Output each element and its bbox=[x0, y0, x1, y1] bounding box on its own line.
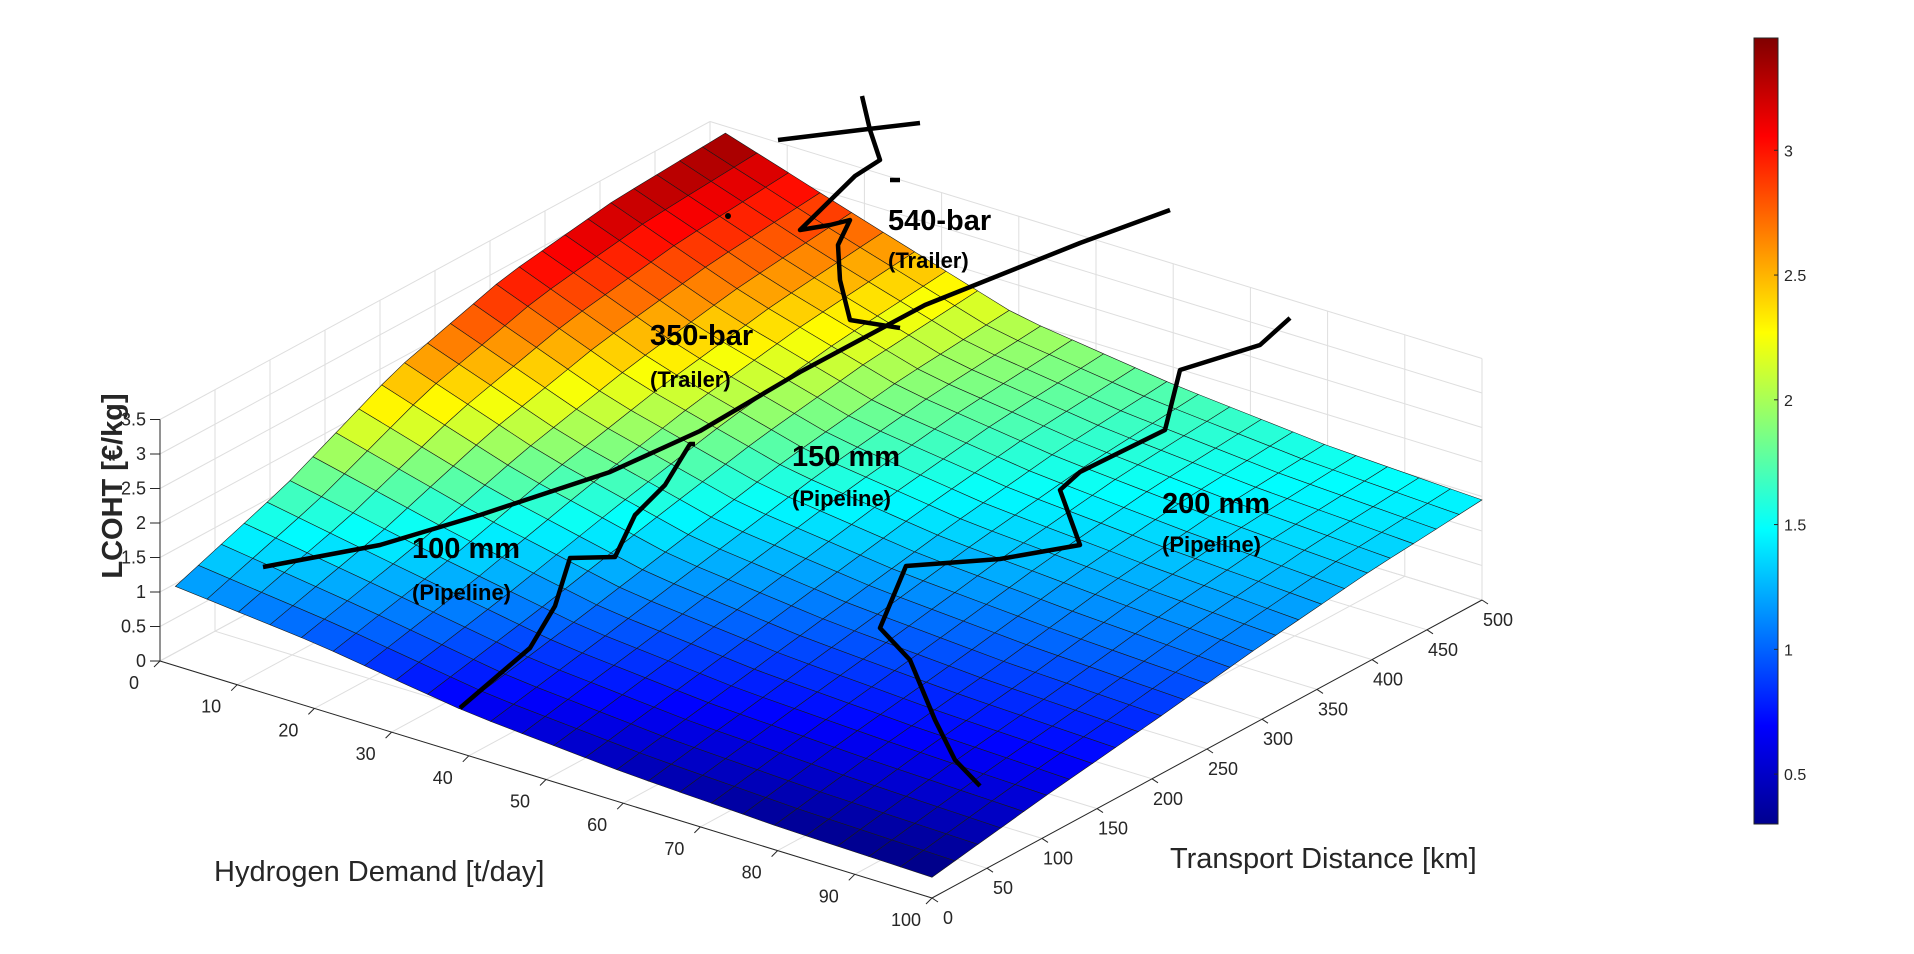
x-tick-mark bbox=[1151, 778, 1159, 784]
surface-mesh bbox=[174, 132, 1483, 878]
x-tick-label: 50 bbox=[993, 878, 1013, 898]
wall-grid-line bbox=[709, 121, 1483, 359]
y-tick-label: 80 bbox=[742, 863, 762, 883]
y-tick-label: 50 bbox=[510, 792, 530, 812]
z-tick-label: 0 bbox=[136, 651, 146, 671]
y-tick-mark bbox=[616, 802, 624, 810]
x-tick-mark bbox=[1316, 688, 1324, 694]
x-tick-mark bbox=[1206, 748, 1214, 754]
z-tick-label: 0.5 bbox=[121, 617, 146, 637]
x-tick-mark bbox=[1481, 599, 1489, 605]
colorbar-ticks: 0.5 1 1.5 2 2.5 3 bbox=[1774, 143, 1806, 784]
y-tick-label: 0 bbox=[129, 673, 139, 693]
y-tick-mark bbox=[462, 755, 470, 763]
boundary-line bbox=[458, 441, 695, 710]
z-tick-label: 3.5 bbox=[121, 410, 146, 430]
region-sublabel-150mm: (Pipeline) bbox=[792, 486, 891, 511]
y-tick-label: 100 bbox=[891, 910, 921, 930]
x-tick-mark bbox=[1041, 837, 1049, 843]
region-label-200mm: 200 mm bbox=[1162, 488, 1270, 520]
region-sublabel-100mm: (Pipeline) bbox=[412, 580, 511, 605]
x-tick-mark bbox=[1096, 808, 1104, 814]
region-label-100mm: 100 mm bbox=[412, 533, 520, 565]
z-tick-label: 1 bbox=[136, 582, 146, 602]
colorbar: 0.5 1 1.5 2 2.5 3 bbox=[1753, 37, 1806, 825]
colorbar-tick-label: 1.5 bbox=[1784, 518, 1806, 535]
x-tick-mark bbox=[1261, 718, 1269, 724]
wall-grid-line bbox=[159, 121, 711, 420]
x-tick-label: 200 bbox=[1153, 789, 1183, 809]
y-tick-label: 30 bbox=[356, 744, 376, 764]
boundary-line bbox=[797, 95, 901, 331]
y-tick-mark bbox=[308, 708, 315, 715]
boundary-line bbox=[262, 207, 1171, 570]
z-tick-label: 1.5 bbox=[121, 548, 146, 568]
region-boundaries bbox=[262, 95, 1292, 788]
z-axis-title: LCOHT [€/kg] bbox=[97, 393, 129, 578]
y-tick-label: 70 bbox=[664, 839, 684, 859]
y-tick-mark bbox=[771, 850, 778, 857]
y-tick-mark bbox=[694, 826, 701, 834]
x-tick-label: 450 bbox=[1428, 640, 1458, 660]
x-tick-mark bbox=[1371, 659, 1379, 665]
y-tick-mark bbox=[385, 731, 392, 739]
x-axis-title: Transport Distance [km] bbox=[1170, 843, 1477, 875]
x-tick-label: 250 bbox=[1208, 759, 1238, 779]
z-tick-label: 2.5 bbox=[121, 479, 146, 499]
y-tick-mark bbox=[925, 897, 933, 905]
colorbar-tick-label: 3 bbox=[1784, 143, 1793, 160]
x-tick-label: 0 bbox=[943, 908, 953, 928]
y-axis-title: Hydrogen Demand [t/day] bbox=[214, 856, 544, 888]
region-sublabel-200mm: (Pipeline) bbox=[1162, 532, 1261, 557]
colorbar-tick-label: 2.5 bbox=[1784, 268, 1806, 285]
axis-ticks: 0 0.5 1 1.5 2 2.5 3 3.5 0 10 20 30 40 50 60 70 80 90 100 0 5… bbox=[121, 410, 1513, 931]
boundary-line bbox=[777, 120, 921, 143]
region-sublabel-350bar: (Trailer) bbox=[650, 367, 731, 392]
wall-grid-line bbox=[709, 155, 1483, 394]
y-tick-label: 40 bbox=[433, 768, 453, 788]
boundary-line bbox=[877, 316, 1292, 788]
region-label-150mm: 150 mm bbox=[792, 441, 900, 473]
y-tick-label: 60 bbox=[587, 815, 607, 835]
y-tick-mark bbox=[539, 779, 547, 786]
x-tick-label: 100 bbox=[1043, 848, 1073, 868]
y-tick-label: 20 bbox=[278, 720, 298, 740]
marker-point bbox=[725, 213, 731, 219]
region-label-540bar: 540-bar bbox=[888, 205, 991, 237]
z-tick-label: 2 bbox=[136, 513, 146, 533]
y-tick-mark bbox=[153, 660, 161, 668]
x-tick-mark bbox=[1426, 629, 1434, 635]
colorbar-tick-label: 1 bbox=[1784, 642, 1793, 659]
x-tick-label: 500 bbox=[1483, 610, 1513, 630]
y-tick-label: 10 bbox=[201, 697, 221, 717]
surface-patch bbox=[899, 850, 956, 878]
region-label-350bar: 350-bar bbox=[650, 320, 753, 352]
colorbar-tick-label: 0.5 bbox=[1784, 767, 1806, 784]
colorbar-tick-label: 2 bbox=[1784, 393, 1793, 410]
x-tick-label: 300 bbox=[1263, 729, 1293, 749]
z-tick-label: 3 bbox=[136, 444, 146, 464]
y-tick-label: 90 bbox=[819, 886, 839, 906]
y-tick-mark bbox=[848, 873, 856, 881]
x-tick-label: 150 bbox=[1098, 819, 1128, 839]
region-sublabel-540bar: (Trailer) bbox=[888, 248, 969, 273]
x-tick-mark bbox=[931, 897, 939, 903]
y-tick-mark bbox=[230, 684, 238, 692]
x-tick-label: 350 bbox=[1318, 699, 1348, 719]
x-tick-label: 400 bbox=[1373, 670, 1403, 690]
colorbar-gradient bbox=[1753, 37, 1779, 825]
x-tick-mark bbox=[986, 867, 994, 873]
